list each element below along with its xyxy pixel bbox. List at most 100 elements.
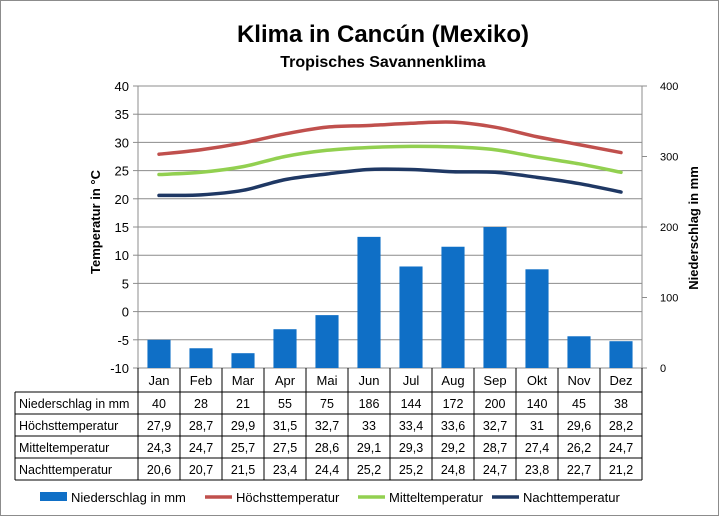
table-cell: 24,8 bbox=[441, 463, 465, 477]
table-cell: 33,4 bbox=[399, 419, 423, 433]
precipitation-bars bbox=[147, 227, 633, 368]
y-tick-label: 15 bbox=[115, 220, 129, 235]
x-tick-label: Jun bbox=[359, 373, 380, 388]
y2-tick-label: 400 bbox=[660, 81, 678, 93]
table-cell: 24,3 bbox=[147, 441, 171, 455]
table-cell: 186 bbox=[359, 397, 380, 411]
table-cell: 31,5 bbox=[273, 419, 297, 433]
table-cell: 29,6 bbox=[567, 419, 591, 433]
table-cell: 24,7 bbox=[189, 441, 213, 455]
precipitation-bar bbox=[525, 269, 549, 368]
table-cell: 23,4 bbox=[273, 463, 297, 477]
table-cell: 29,2 bbox=[441, 441, 465, 455]
table-cell: 29,9 bbox=[231, 419, 255, 433]
x-tick-label: Sep bbox=[483, 373, 506, 388]
x-tick-label: Mar bbox=[232, 373, 255, 388]
table-cell: 20,7 bbox=[189, 463, 213, 477]
table-row-header: Niederschlag in mm bbox=[19, 397, 129, 411]
table-cell: 25,2 bbox=[399, 463, 423, 477]
chart-subtitle: Tropisches Savannenklima bbox=[280, 54, 486, 71]
y-tick-label: 0 bbox=[122, 305, 129, 320]
gridlines bbox=[137, 85, 643, 369]
table-cell: 24,7 bbox=[609, 441, 633, 455]
line-mitteltemperatur bbox=[157, 144, 623, 177]
table-cell: 32,7 bbox=[315, 419, 339, 433]
table-row-header: Mitteltemperatur bbox=[19, 441, 109, 455]
table-cell: 28,6 bbox=[315, 441, 339, 455]
axes: 40 35 30 25 20 15 10 5 0 -5 -10 400 300 200 100 0 bbox=[110, 79, 678, 376]
table-cell: 28,2 bbox=[609, 419, 633, 433]
table-cell: 172 bbox=[443, 397, 464, 411]
chart-title: Klima in Cancún (Mexiko) bbox=[237, 21, 529, 48]
legend-swatch-bar bbox=[40, 492, 67, 501]
data-table: Jan Feb Mar Apr Mai Jun Jul Aug Sep Okt Nov Dez Nied… bbox=[14, 368, 643, 481]
table-cell: 28,7 bbox=[189, 419, 213, 433]
y-axis-label-left: Temperatur in °C bbox=[88, 169, 103, 274]
y-tick-label: 40 bbox=[115, 79, 129, 94]
table-cell: 21,5 bbox=[231, 463, 255, 477]
chart-legend: Niederschlag in mm Höchsttemperatur Mittel… bbox=[40, 490, 620, 505]
x-tick-label: Mai bbox=[317, 373, 338, 388]
table-cell: 31 bbox=[530, 419, 544, 433]
y2-tick-label: 300 bbox=[660, 152, 678, 164]
x-tick-label: Okt bbox=[527, 373, 548, 388]
table-cell: 24,4 bbox=[315, 463, 339, 477]
table-cell: 33 bbox=[362, 419, 376, 433]
table-row-header: Höchsttemperatur bbox=[19, 419, 118, 433]
y2-tick-label: 100 bbox=[660, 293, 678, 305]
table-cell: 25,7 bbox=[231, 441, 255, 455]
y-tick-label: 25 bbox=[115, 164, 129, 179]
precipitation-bar bbox=[315, 315, 339, 368]
precipitation-bar bbox=[567, 336, 591, 368]
table-cell: 75 bbox=[320, 397, 334, 411]
table-cell: 29,1 bbox=[357, 441, 381, 455]
table-cell: 38 bbox=[614, 397, 628, 411]
table-cell: 21,2 bbox=[609, 463, 633, 477]
table-cell: 28 bbox=[194, 397, 208, 411]
table-cell: 28,7 bbox=[483, 441, 507, 455]
table-cell: 32,7 bbox=[483, 419, 507, 433]
table-cell: 23,8 bbox=[525, 463, 549, 477]
line-nachttemperatur bbox=[157, 167, 623, 198]
table-cell: 144 bbox=[401, 397, 422, 411]
y-tick-label: 35 bbox=[115, 107, 129, 122]
table-cell: 27,5 bbox=[273, 441, 297, 455]
y2-tick-label: 200 bbox=[660, 222, 678, 234]
y-tick-label: 5 bbox=[122, 276, 129, 291]
y-tick-label: 30 bbox=[115, 135, 129, 150]
table-cell: 29,3 bbox=[399, 441, 423, 455]
x-tick-label: Jan bbox=[149, 373, 170, 388]
y-axis-label-right: Niederschlag in mm bbox=[686, 166, 701, 290]
x-tick-label: Jul bbox=[403, 373, 420, 388]
precipitation-bar bbox=[399, 266, 423, 368]
precipitation-bar bbox=[441, 246, 465, 368]
table-cell: 40 bbox=[152, 397, 166, 411]
table-cell: 33,6 bbox=[441, 419, 465, 433]
table-cell: 45 bbox=[572, 397, 586, 411]
y-tick-label: -10 bbox=[110, 361, 129, 376]
y-tick-label: -5 bbox=[117, 333, 129, 348]
table-cell: 22,7 bbox=[567, 463, 591, 477]
precipitation-bar bbox=[609, 341, 633, 368]
x-tick-label: Aug bbox=[441, 373, 464, 388]
precipitation-bar bbox=[231, 353, 255, 368]
y-tick-label: 20 bbox=[115, 192, 129, 207]
x-tick-label: Feb bbox=[190, 373, 212, 388]
y-tick-label: 10 bbox=[115, 248, 129, 263]
table-cell: 21 bbox=[236, 397, 250, 411]
legend-label: Niederschlag in mm bbox=[71, 490, 186, 505]
legend-label: Mitteltemperatur bbox=[389, 490, 484, 505]
table-row-header: Nachttemperatur bbox=[19, 463, 112, 477]
precipitation-bar bbox=[357, 236, 381, 368]
table-cell: 27,9 bbox=[147, 419, 171, 433]
table-cell: 24,7 bbox=[483, 463, 507, 477]
table-cell: 25,2 bbox=[357, 463, 381, 477]
table-cell: 20,6 bbox=[147, 463, 171, 477]
table-cell: 140 bbox=[527, 397, 548, 411]
line-h-chsttemperatur bbox=[157, 120, 623, 156]
precipitation-bar bbox=[189, 348, 213, 368]
table-cell: 26,2 bbox=[567, 441, 591, 455]
x-tick-label: Dez bbox=[609, 373, 632, 388]
y2-tick-label: 0 bbox=[660, 363, 666, 375]
